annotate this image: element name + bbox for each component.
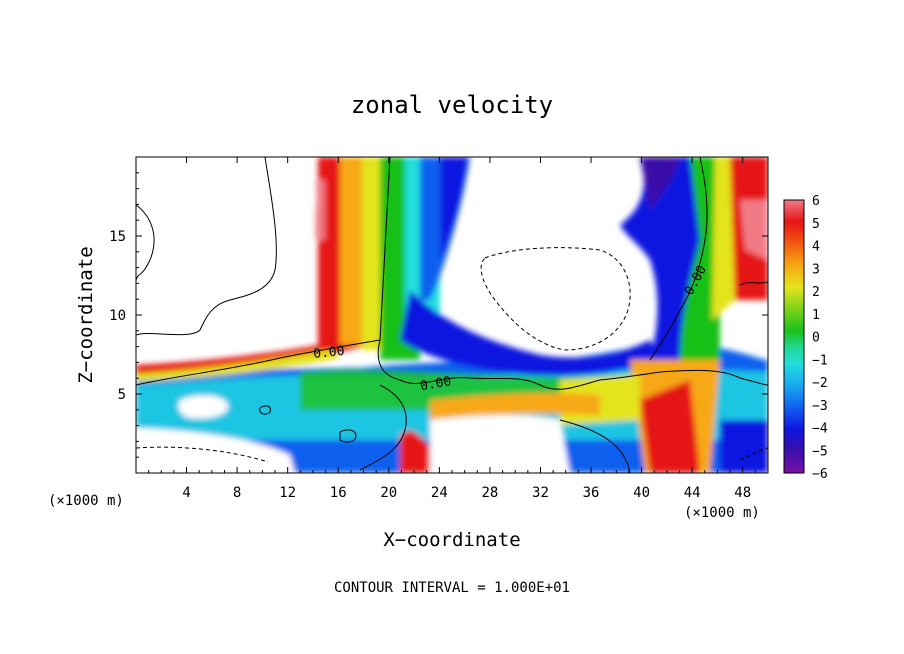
contour-lower-left — [359, 384, 407, 471]
x-tick-label: 24 — [431, 485, 448, 501]
colorbar-tick-label: 1 — [812, 308, 820, 323]
contour-label-1: 0.00 — [313, 344, 346, 362]
contour-small-1 — [259, 405, 271, 415]
colorbar-tick-label: −6 — [812, 467, 828, 482]
x-tick-label: 20 — [380, 485, 397, 501]
colorbar-tick-label: 3 — [812, 262, 820, 277]
right-pink-strip — [740, 200, 768, 260]
x-axis-label: X−coordinate — [383, 529, 520, 551]
contour-lower-island — [339, 429, 357, 443]
colorbar-tick-label: 4 — [812, 240, 820, 255]
colorbar-tick-label: −2 — [812, 376, 828, 391]
y-axis-ticks: 5 10 15 — [109, 172, 768, 458]
x-unit-right: (×1000 m) — [684, 505, 760, 521]
colorbar-ticks: 6 5 4 3 2 1 0 −1 −2 −3 −4 −5 −6 — [812, 194, 828, 482]
white-hole-mid — [430, 415, 570, 473]
x-tick-label: 28 — [481, 485, 498, 501]
colorbar-tick-label: 5 — [812, 217, 820, 232]
y-tick-label: 5 — [118, 387, 126, 403]
x-tick-label: 8 — [233, 485, 241, 501]
colorbar-tick-label: 0 — [812, 331, 820, 346]
contour-zero-left — [136, 157, 391, 386]
left-yellow-edge — [136, 350, 340, 382]
x-tick-label: 40 — [633, 485, 650, 501]
heatmap-field — [136, 157, 768, 473]
pink-column-edge — [315, 180, 325, 240]
colorbar-tick-label: −3 — [812, 399, 828, 414]
x-unit-left: (×1000 m) — [48, 493, 124, 509]
contour-right-upper — [739, 281, 768, 286]
contour-left-ridge — [136, 157, 277, 336]
x-tick-label: 36 — [583, 485, 600, 501]
dashed-bottom-right — [739, 447, 768, 461]
x-axis-ticks: 4 8 12 16 20 24 28 32 36 40 44 48 — [148, 157, 756, 501]
colorbar-tick-label: −1 — [812, 353, 828, 368]
dashed-closed-contour — [480, 247, 631, 351]
contour-label-2: 0.00 — [419, 374, 452, 394]
mid-orange-band — [430, 392, 600, 420]
mid-red-patch — [400, 430, 434, 473]
x-tick-label: 32 — [532, 485, 549, 501]
contour-lower-right — [559, 419, 631, 473]
right-green-strip — [680, 157, 720, 360]
darkblue-column — [440, 157, 468, 260]
x-tick-label: 16 — [330, 485, 347, 501]
x-tick-label: 12 — [279, 485, 296, 501]
colorbar-tick-label: 2 — [812, 285, 820, 300]
colorbar-tick-label: −4 — [812, 422, 828, 437]
colorbar-tick-label: 6 — [812, 194, 820, 209]
dashed-contours — [136, 247, 768, 463]
x-tick-label: 48 — [734, 485, 751, 501]
left-warm-edge — [136, 330, 370, 376]
y-tick-label: 10 — [109, 308, 126, 324]
x-tick-label: 44 — [684, 485, 701, 501]
colorbar — [783, 199, 805, 474]
lower-right-blue — [720, 420, 768, 473]
colorbar-tick-label: −5 — [812, 444, 828, 459]
dashed-bottom-left — [136, 446, 269, 463]
white-hole-left — [178, 395, 229, 419]
blue-spread — [400, 290, 660, 376]
contour-interval-note: CONTOUR INTERVAL = 1.000E+01 — [334, 580, 570, 596]
contour-zero-right — [649, 157, 708, 361]
right-lower-red — [640, 380, 700, 473]
contour-lines — [136, 157, 768, 473]
y-axis-label: Z−coordinate — [75, 246, 97, 383]
right-darkblue — [640, 157, 680, 210]
chart-title: zonal velocity — [351, 91, 553, 119]
x-tick-label: 4 — [182, 485, 190, 501]
contour-zero-mid — [377, 339, 768, 390]
y-tick-label: 15 — [109, 229, 126, 245]
contour-top-left — [136, 204, 155, 281]
